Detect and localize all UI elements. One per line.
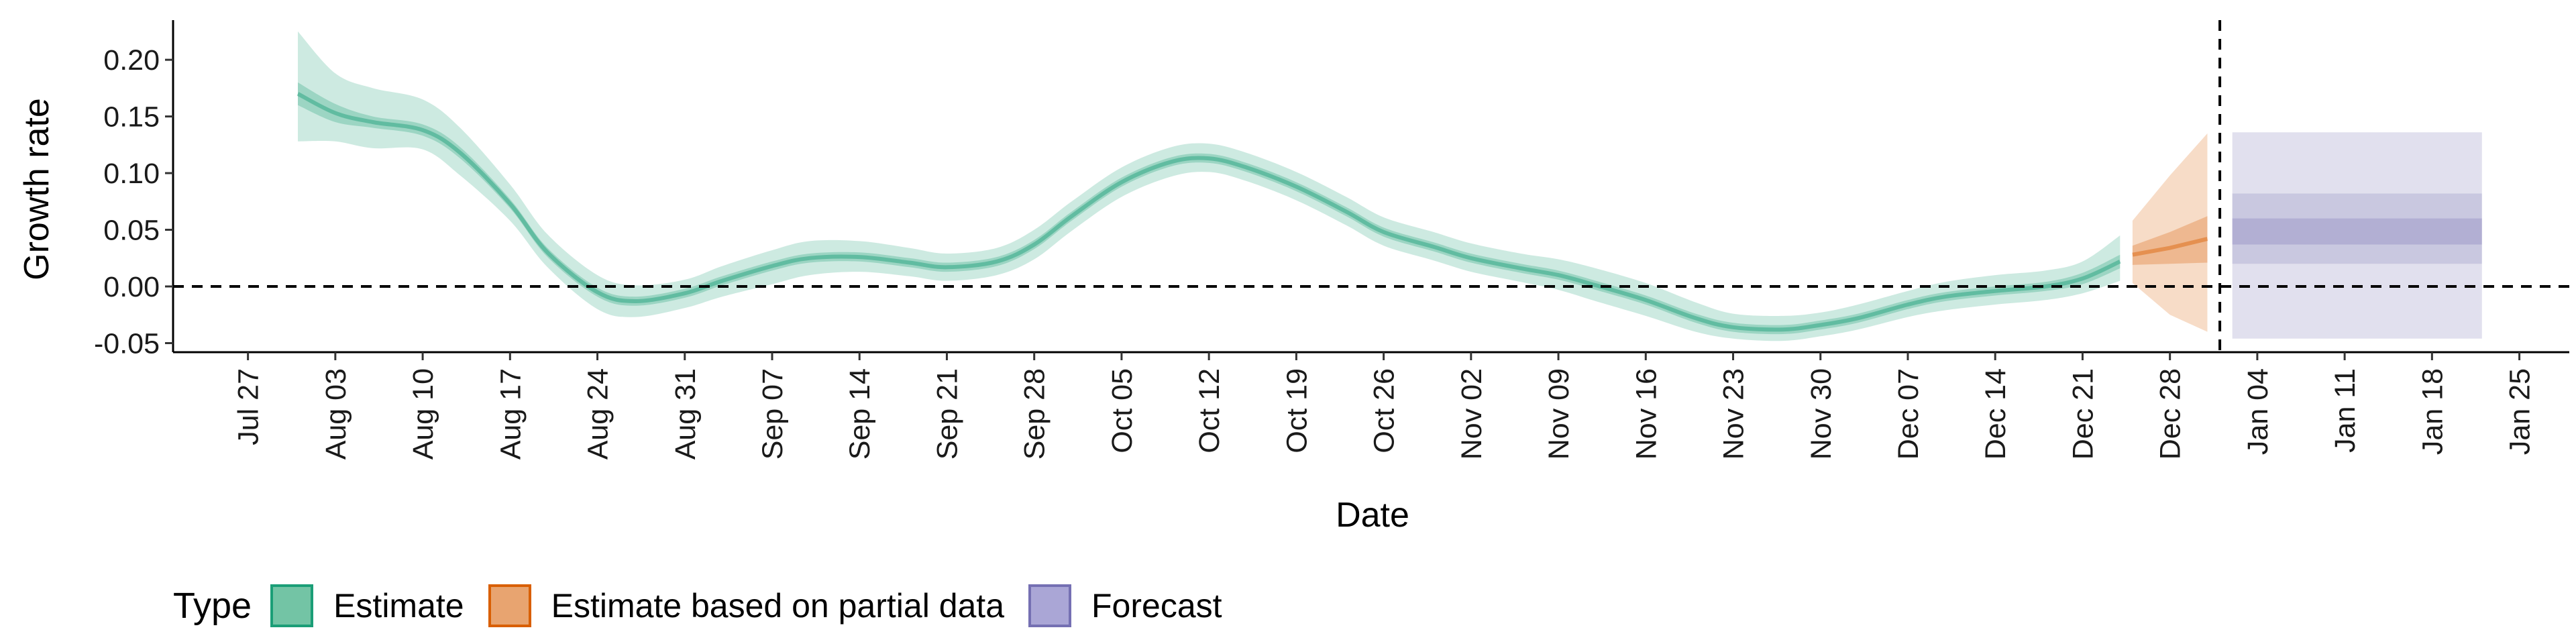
partial-90-band	[2132, 133, 2208, 332]
x-tick-label: Dec 07	[1892, 368, 1925, 460]
x-tick-label: Jul 27	[233, 368, 265, 445]
estimate-median-line	[297, 92, 2121, 332]
x-tick-label: Nov 30	[1805, 368, 1837, 460]
x-tick-label: Jan 25	[2504, 368, 2536, 455]
legend-item-partial: Estimate based on partial data	[488, 584, 1004, 627]
x-tick-label: Sep 14	[844, 368, 876, 460]
legend-title: Type	[173, 586, 252, 626]
x-tick-label: Oct 19	[1281, 368, 1313, 453]
x-tick-label: Dec 21	[2067, 368, 2099, 460]
x-tick-label: Nov 02	[1456, 368, 1488, 460]
legend-key-partial	[488, 584, 531, 627]
plot-area: 0.20 0.15 0.10 0.05 0.00 -0.05 Jul 27 Aug 03 Aug…	[94, 20, 2569, 460]
x-tick-label: Sep 07	[757, 368, 789, 460]
x-tick-label: Nov 23	[1718, 368, 1750, 460]
x-tick-label: Oct 05	[1106, 368, 1138, 453]
forecast-50-band	[2232, 218, 2482, 245]
y-tick-label: 0.20	[103, 44, 160, 76]
legend: Type Estimate Estimate based on partial …	[173, 576, 1246, 636]
estimate-50-band	[298, 82, 2121, 335]
x-tick-label: Aug 31	[669, 368, 702, 460]
x-tick-label: Sep 21	[932, 368, 964, 460]
x-tick-label: Jan 18	[2416, 368, 2449, 455]
x-tick-label: Dec 28	[2155, 368, 2187, 460]
forecast-70-band	[2232, 193, 2482, 264]
y-tick-label: 0.15	[103, 101, 160, 133]
x-tick-label: Aug 17	[494, 368, 527, 460]
legend-label-forecast: Forecast	[1091, 587, 1222, 625]
x-tick-label: Oct 12	[1193, 368, 1226, 453]
x-axis-title: Date	[1336, 496, 1409, 535]
x-tick-label: Aug 10	[407, 368, 439, 460]
legend-item-estimate: Estimate	[270, 584, 464, 627]
legend-key-forecast	[1028, 584, 1072, 627]
y-tick-label: 0.10	[103, 158, 160, 190]
y-tick-label: 0.05	[103, 215, 160, 247]
legend-label-estimate: Estimate	[333, 587, 464, 625]
y-axis-title: Growth rate	[17, 98, 56, 280]
x-tick-label: Jan 04	[2242, 368, 2274, 455]
estimate-90-band	[298, 31, 2121, 341]
x-tick-label: Aug 03	[320, 368, 352, 460]
partial-50-band	[2132, 216, 2208, 265]
legend-key-estimate	[270, 584, 314, 627]
x-tick-label: Nov 16	[1630, 368, 1662, 460]
x-tick-label: Sep 28	[1019, 368, 1051, 460]
x-tick-label: Jan 11	[2329, 368, 2361, 453]
x-tick-label: Oct 26	[1368, 368, 1401, 453]
legend-label-partial: Estimate based on partial data	[551, 587, 1005, 625]
forecast-90-band	[2232, 132, 2482, 339]
legend-item-forecast: Forecast	[1028, 584, 1222, 627]
x-tick-label: Dec 14	[1980, 368, 2012, 460]
y-tick-label: -0.05	[94, 327, 160, 360]
partial-median-line	[2132, 237, 2208, 257]
x-tick-label: Nov 09	[1543, 368, 1575, 460]
y-tick-label: 0.00	[103, 271, 160, 303]
x-tick-label: Aug 24	[582, 368, 614, 460]
